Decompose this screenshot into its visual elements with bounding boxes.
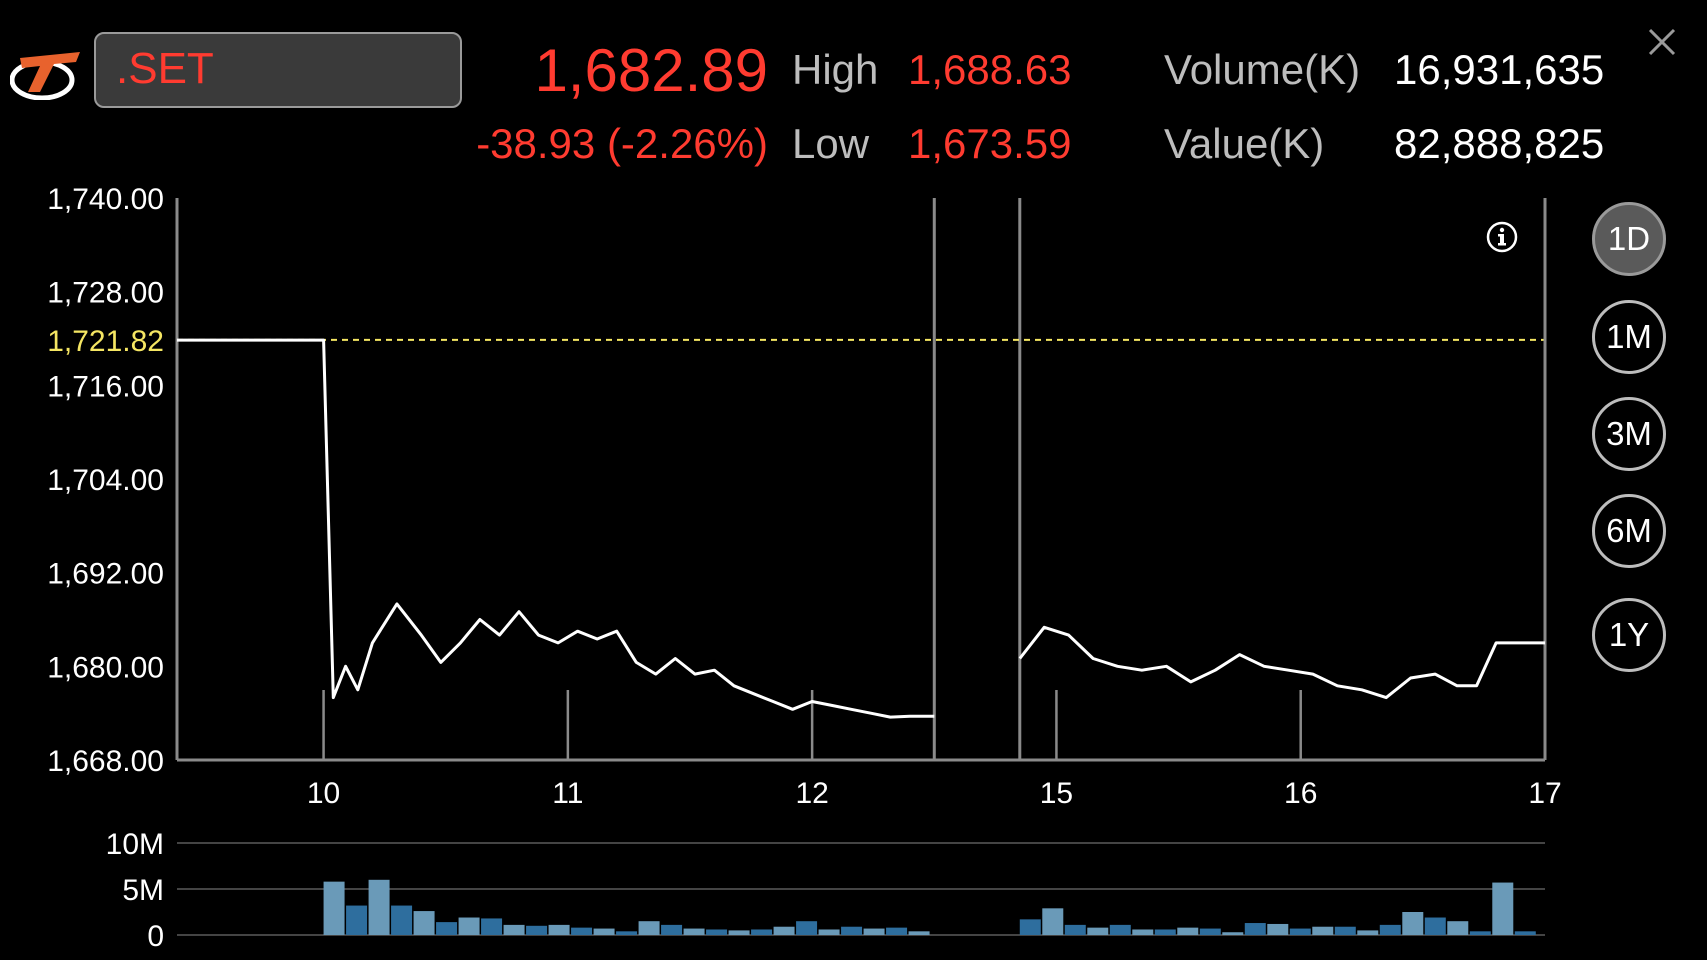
- volume-bar: [571, 927, 593, 935]
- volume-bar: [1379, 924, 1401, 935]
- symbol-input[interactable]: [94, 32, 462, 108]
- high-value: 1,688.63: [908, 46, 1072, 93]
- volume-y-tick-label: 0: [147, 920, 164, 953]
- volume-bar: [841, 926, 863, 935]
- low-value: 1,673.59: [908, 120, 1072, 167]
- volume-bar: [323, 881, 345, 935]
- volume-bar: [1222, 932, 1244, 935]
- volume-bar: [1514, 931, 1536, 935]
- volume-y-tick-label: 5M: [122, 874, 164, 907]
- symbol-text: .SET: [116, 44, 214, 93]
- volume-bar: [1132, 929, 1154, 935]
- volume-bar: [458, 917, 480, 935]
- volume-bar: [1289, 928, 1311, 935]
- timeframe-6m-button[interactable]: 6M: [1592, 494, 1666, 568]
- timeframe-3m-button[interactable]: 3M: [1592, 397, 1666, 471]
- volume-bar: [413, 911, 435, 935]
- x-tick-label: 16: [1284, 777, 1317, 810]
- volume-bar: [391, 905, 413, 935]
- close-icon[interactable]: [1644, 24, 1680, 60]
- volume-bar: [1447, 921, 1469, 935]
- x-tick-label: 10: [307, 777, 340, 810]
- volume-bar: [751, 929, 773, 935]
- volume-bar: [886, 927, 908, 935]
- volume-bar: [526, 925, 548, 935]
- x-tick-label: 17: [1528, 777, 1561, 810]
- volume-bar: [548, 924, 570, 935]
- volume-bar: [683, 928, 705, 935]
- volume-bar: [818, 929, 840, 935]
- value-label: Value(K): [1164, 120, 1325, 167]
- y-tick-label: 1,668.00: [47, 745, 164, 778]
- volume-value: 16,931,635: [1394, 46, 1605, 93]
- info-icon[interactable]: [1486, 221, 1518, 253]
- y-tick-label: 1,728.00: [47, 277, 164, 310]
- volume-bar: [908, 931, 930, 935]
- volume-bar: [1424, 917, 1446, 935]
- volume-bar: [593, 928, 615, 935]
- volume-bar: [503, 924, 525, 935]
- volume-bar: [1064, 924, 1086, 935]
- volume-bar: [1469, 931, 1491, 935]
- price-series-line: [1018, 625, 1545, 700]
- y-tick-label: 1,716.00: [47, 370, 164, 403]
- volume-bar: [661, 924, 683, 935]
- volume-bar: [638, 921, 660, 935]
- volume-bar: [1312, 926, 1334, 935]
- volume-bar: [1042, 908, 1064, 935]
- volume-bar: [1199, 928, 1221, 935]
- value-value: 82,888,825: [1394, 120, 1605, 167]
- volume-bar: [863, 928, 885, 935]
- volume-bar: [1492, 882, 1514, 935]
- volume-bar: [1177, 927, 1199, 935]
- timeframe-1m-button[interactable]: 1M: [1592, 300, 1666, 374]
- y-tick-label: 1,692.00: [47, 558, 164, 591]
- timeframe-1d-button[interactable]: 1D: [1592, 202, 1666, 276]
- high-label: High: [792, 46, 879, 93]
- volume-y-tick-label: 10M: [106, 828, 164, 861]
- brand-logo-icon: [10, 52, 80, 100]
- volume-bar: [436, 922, 458, 935]
- y-tick-label: 1,680.00: [47, 651, 164, 684]
- x-tick-label: 11: [552, 777, 583, 810]
- price-series-line: [177, 338, 935, 719]
- low-label: Low: [792, 120, 870, 167]
- price-change: -38.93 (-2.26%): [476, 120, 768, 167]
- volume-bar: [616, 931, 638, 935]
- volume-bar: [1244, 923, 1266, 935]
- volume-bar: [1357, 930, 1379, 935]
- volume-bar: [368, 879, 390, 935]
- volume-bar: [1109, 924, 1131, 935]
- volume-bar: [346, 905, 368, 935]
- volume-bar: [1402, 912, 1424, 935]
- volume-bar: [728, 930, 750, 935]
- volume-bar: [1154, 929, 1176, 935]
- timeframe-1y-button[interactable]: 1Y: [1592, 598, 1666, 672]
- y-tick-label: 1,740.00: [47, 183, 164, 216]
- reference-label: 1,721.82: [47, 325, 164, 358]
- volume-bar: [773, 926, 795, 935]
- volume-label: Volume(K): [1164, 46, 1361, 93]
- volume-bar: [1267, 923, 1289, 935]
- volume-bar: [796, 921, 818, 935]
- last-price: 1,682.89: [534, 37, 768, 104]
- volume-bar: [1087, 927, 1109, 935]
- x-tick-label: 15: [1040, 777, 1073, 810]
- reference-label-bg: [30, 319, 170, 360]
- volume-bar: [481, 918, 503, 935]
- x-tick-label: 12: [795, 777, 828, 810]
- volume-bar: [1019, 919, 1041, 935]
- volume-bar: [706, 929, 728, 935]
- y-tick-label: 1,704.00: [47, 464, 164, 497]
- volume-bar: [1334, 926, 1356, 935]
